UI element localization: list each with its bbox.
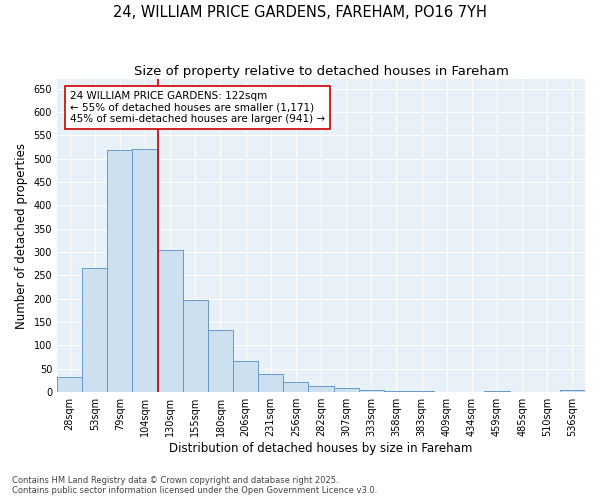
Bar: [208, 330, 233, 392]
Bar: [359, 390, 384, 392]
Bar: [283, 382, 308, 392]
Bar: [158, 250, 183, 392]
Bar: [560, 390, 585, 392]
Bar: [183, 300, 208, 392]
X-axis label: Distribution of detached houses by size in Fareham: Distribution of detached houses by size …: [169, 442, 473, 455]
Y-axis label: Number of detached properties: Number of detached properties: [15, 142, 28, 328]
Bar: [308, 386, 334, 392]
Text: 24, WILLIAM PRICE GARDENS, FAREHAM, PO16 7YH: 24, WILLIAM PRICE GARDENS, FAREHAM, PO16…: [113, 5, 487, 20]
Bar: [258, 374, 283, 392]
Bar: [133, 150, 158, 392]
Bar: [384, 391, 409, 392]
Bar: [82, 268, 107, 392]
Title: Size of property relative to detached houses in Fareham: Size of property relative to detached ho…: [134, 65, 508, 78]
Bar: [233, 361, 258, 392]
Text: Contains HM Land Registry data © Crown copyright and database right 2025.
Contai: Contains HM Land Registry data © Crown c…: [12, 476, 377, 495]
Text: 24 WILLIAM PRICE GARDENS: 122sqm
← 55% of detached houses are smaller (1,171)
45: 24 WILLIAM PRICE GARDENS: 122sqm ← 55% o…: [70, 91, 325, 124]
Bar: [334, 388, 359, 392]
Bar: [107, 150, 133, 392]
Bar: [57, 378, 82, 392]
